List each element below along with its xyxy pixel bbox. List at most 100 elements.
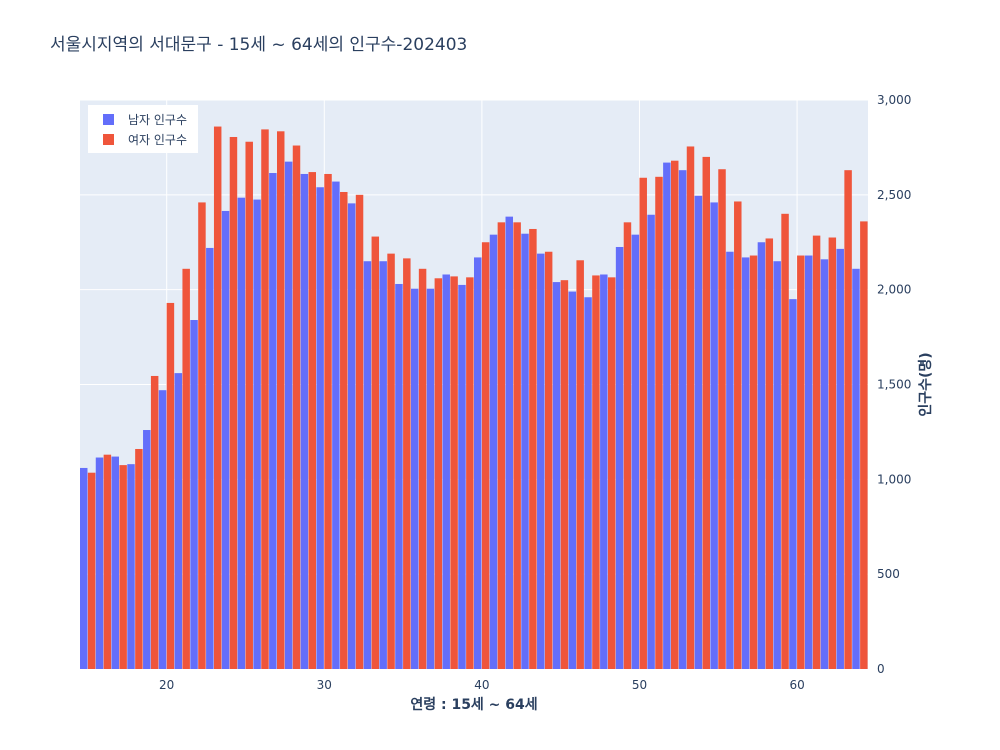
bar-male[interactable]: [836, 248, 844, 669]
bar-female[interactable]: [544, 251, 553, 670]
bar-male[interactable]: [395, 283, 403, 669]
bar-female[interactable]: [576, 260, 584, 669]
bar-male[interactable]: [568, 291, 577, 669]
bar-male[interactable]: [426, 288, 435, 669]
bar-female[interactable]: [119, 465, 127, 669]
bar-female[interactable]: [828, 237, 837, 669]
bar-male[interactable]: [221, 210, 230, 669]
bar-female[interactable]: [592, 275, 600, 669]
bar-male[interactable]: [757, 242, 766, 669]
bar-male[interactable]: [379, 261, 387, 669]
bar-male[interactable]: [316, 187, 324, 669]
bar-male[interactable]: [95, 457, 104, 669]
bar-female[interactable]: [387, 253, 395, 669]
bar-female[interactable]: [466, 277, 474, 669]
bar-male[interactable]: [253, 199, 261, 669]
bar-female[interactable]: [261, 129, 269, 669]
bar-male[interactable]: [174, 373, 183, 669]
bar-female[interactable]: [639, 177, 647, 669]
bar-female[interactable]: [607, 277, 616, 669]
bar-female[interactable]: [418, 268, 427, 669]
bar-female[interactable]: [103, 454, 112, 669]
bar-female[interactable]: [844, 170, 852, 669]
bar-female[interactable]: [340, 191, 348, 670]
bar-male[interactable]: [80, 467, 88, 669]
bar-male[interactable]: [158, 390, 167, 669]
bar-male[interactable]: [284, 161, 293, 669]
bar-male[interactable]: [726, 251, 734, 670]
bar-female[interactable]: [182, 268, 190, 669]
bar-female[interactable]: [481, 242, 490, 669]
bar-female[interactable]: [213, 126, 222, 670]
bar-male[interactable]: [269, 173, 277, 669]
bar-male[interactable]: [741, 257, 750, 669]
bar-female[interactable]: [150, 375, 159, 669]
bar-male[interactable]: [143, 430, 151, 669]
bar-female[interactable]: [497, 222, 506, 669]
bar-female[interactable]: [245, 141, 253, 670]
bar-male[interactable]: [820, 259, 829, 669]
bar-female[interactable]: [781, 213, 789, 670]
bar-female[interactable]: [749, 255, 758, 669]
bar-male[interactable]: [237, 197, 246, 669]
bar-male[interactable]: [647, 214, 655, 669]
bar-female[interactable]: [434, 278, 443, 669]
bar-female[interactable]: [860, 221, 868, 669]
bar-female[interactable]: [87, 472, 96, 669]
bar-female[interactable]: [371, 236, 380, 669]
bar-female[interactable]: [812, 235, 821, 670]
bar-male[interactable]: [300, 173, 309, 669]
bar-male[interactable]: [852, 268, 860, 669]
bar-male[interactable]: [127, 464, 135, 669]
bar-male[interactable]: [584, 297, 592, 669]
bar-female[interactable]: [277, 131, 285, 670]
bar-male[interactable]: [694, 195, 703, 669]
bar-male[interactable]: [600, 274, 608, 669]
bar-female[interactable]: [450, 276, 458, 669]
bar-female[interactable]: [623, 222, 632, 669]
bar-female[interactable]: [686, 146, 695, 670]
bar-female[interactable]: [765, 238, 774, 669]
bar-male[interactable]: [206, 247, 214, 669]
bar-female[interactable]: [529, 228, 537, 669]
bar-male[interactable]: [631, 234, 640, 669]
bar-female[interactable]: [166, 302, 175, 669]
legend-label-female[interactable]: 여자 인구수: [128, 133, 187, 147]
bar-female[interactable]: [135, 448, 143, 669]
bar-female[interactable]: [308, 172, 316, 669]
bar-female[interactable]: [198, 202, 206, 670]
bar-female[interactable]: [797, 255, 805, 669]
bar-female[interactable]: [292, 145, 301, 669]
bar-male[interactable]: [347, 203, 356, 669]
bar-male[interactable]: [489, 234, 498, 669]
bar-male[interactable]: [474, 257, 482, 669]
bar-male[interactable]: [678, 170, 687, 669]
bar-female[interactable]: [718, 169, 726, 670]
bar-female[interactable]: [229, 136, 238, 670]
bar-female[interactable]: [671, 160, 679, 669]
bar-female[interactable]: [324, 173, 332, 669]
bar-male[interactable]: [615, 246, 624, 670]
bar-male[interactable]: [442, 274, 450, 669]
bar-male[interactable]: [410, 288, 419, 669]
bar-male[interactable]: [332, 181, 340, 669]
bar-male[interactable]: [505, 216, 513, 669]
bar-male[interactable]: [458, 284, 466, 669]
bar-female[interactable]: [355, 194, 364, 669]
legend-label-male[interactable]: 남자 인구수: [128, 113, 187, 127]
bar-female[interactable]: [734, 201, 742, 669]
bar-male[interactable]: [804, 255, 813, 669]
bar-female[interactable]: [403, 258, 411, 669]
bar-female[interactable]: [702, 156, 710, 669]
bar-male[interactable]: [789, 299, 797, 669]
bar-male[interactable]: [710, 202, 718, 670]
bar-male[interactable]: [537, 253, 545, 669]
bar-male[interactable]: [773, 261, 781, 669]
bar-male[interactable]: [552, 282, 561, 669]
bar-female[interactable]: [655, 176, 663, 669]
bar-male[interactable]: [111, 456, 119, 669]
bar-male[interactable]: [363, 261, 372, 669]
bar-male[interactable]: [190, 320, 198, 669]
bar-male[interactable]: [521, 233, 529, 669]
bar-female[interactable]: [560, 280, 569, 669]
